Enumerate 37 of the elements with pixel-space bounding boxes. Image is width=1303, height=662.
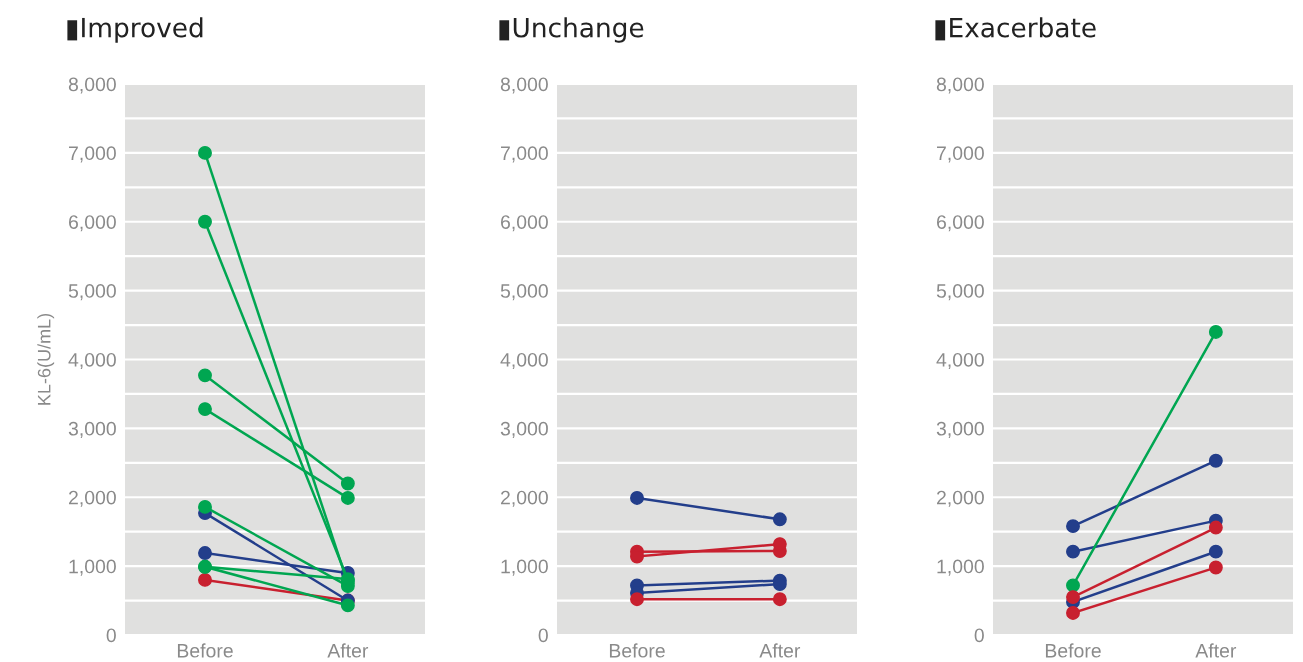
- chart-title: ▮Unchange: [499, 17, 644, 43]
- y-tick-label: 7,000: [937, 146, 984, 163]
- y-tick-label: 8,000: [936, 77, 984, 94]
- y-tick-label: 4,000: [936, 352, 984, 370]
- y-tick-label: 2,000: [936, 490, 984, 507]
- x-tick-label: After: [1195, 643, 1237, 658]
- x-tick-label: Before: [1045, 643, 1101, 658]
- y-tick-label: 7,000: [69, 146, 116, 163]
- y-tick-label: 5,000: [500, 284, 548, 301]
- y-tick-label: 1,000: [937, 559, 984, 576]
- chart-title: ▮Exacerbate: [935, 17, 1096, 41]
- x-tick-label: After: [327, 643, 369, 658]
- x-tick-label: Before: [609, 643, 665, 658]
- y-tick-label: 7,000: [501, 146, 548, 163]
- chart-title: ▮Improved: [67, 17, 203, 43]
- y-tick-label: 2,000: [500, 490, 548, 507]
- y-tick-label: 4,000: [68, 352, 116, 370]
- y-tick-label: 6,000: [69, 215, 116, 232]
- y-tick-label: 6,000: [501, 215, 548, 232]
- y-tick-label: 1,000: [69, 559, 116, 576]
- y-tick-label: 4,000: [500, 352, 548, 370]
- y-tick-label: 5,000: [936, 284, 984, 301]
- x-tick-label: After: [759, 643, 801, 658]
- y-tick-label: 2,000: [68, 490, 116, 507]
- y-tick-label: 3,000: [936, 421, 984, 438]
- y-tick-label: 8,000: [68, 77, 116, 94]
- y-tick-label: 0: [538, 628, 548, 643]
- y-tick-label: 6,000: [937, 215, 984, 232]
- x-tick-label: Before: [177, 643, 233, 658]
- y-tick-label: 8,000: [500, 77, 548, 94]
- y-tick-label: 3,000: [500, 421, 548, 438]
- y-tick-label: 0: [106, 628, 116, 643]
- y-tick-label: 1,000: [501, 559, 548, 576]
- y-tick-label: 5,000: [68, 284, 116, 301]
- y-tick-label: 3,000: [68, 421, 116, 438]
- y-axis-title: KL-6(U/mL): [37, 313, 55, 405]
- y-tick-label: 0: [974, 628, 984, 643]
